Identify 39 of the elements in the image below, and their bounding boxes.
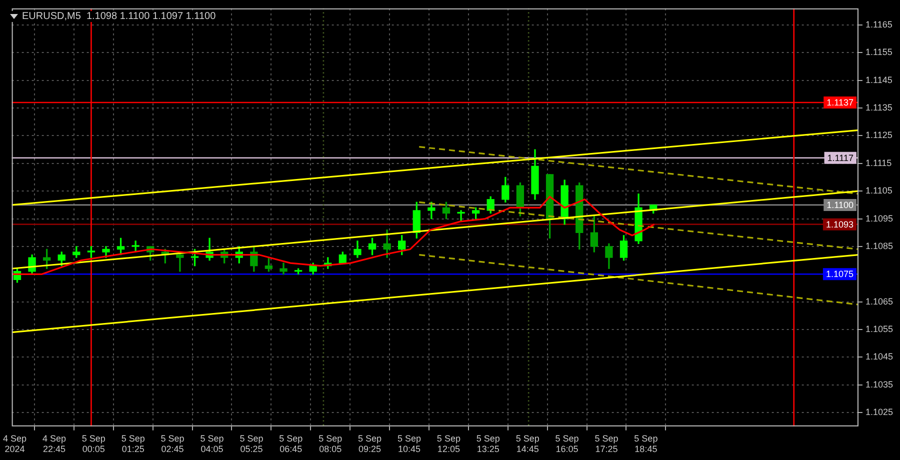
x-tick-label: 4 Sep 2024	[3, 433, 27, 454]
x-tick-label: 5 Sep 01:25	[121, 433, 145, 454]
x-tick-label: 5 Sep 14:45	[516, 433, 540, 454]
x-tick-label: 5 Sep 10:45	[397, 433, 422, 454]
x-tick-label: 5 Sep 12:05	[436, 433, 460, 454]
ref-line-label: 1.1137	[826, 98, 854, 108]
y-tick-label: 1.1055	[865, 324, 894, 334]
x-tick-label: 5 Sep 06:45	[279, 433, 303, 454]
candlestick	[457, 210, 465, 222]
y-tick-label: 1.1095	[865, 213, 894, 224]
chart-title: EURUSD,M5 1.1098 1.1100 1.1097 1.1100	[22, 11, 216, 22]
y-tick-label: 1.1135	[865, 102, 892, 113]
y-tick-label: 1.1045	[865, 352, 894, 362]
y-tick-label: 1.1115	[865, 158, 892, 168]
y-tick-label: 1.1165	[865, 19, 892, 30]
y-tick-label: 1.1025	[865, 407, 894, 418]
y-tick-label: 1.1145	[865, 74, 892, 85]
x-tick-label: 5 Sep 04:05	[200, 433, 224, 454]
y-tick-label: 1.1125	[865, 130, 892, 140]
y-tick-label: 1.1035	[865, 379, 894, 390]
y-tick-label: 1.1085	[865, 240, 894, 251]
x-tick-label: 4 Sep 22:45	[42, 433, 66, 454]
ref-line-label: 1.1100	[826, 200, 854, 210]
x-tick-label: 5 Sep 13:25	[476, 433, 500, 454]
ref-line-label: 1.1093	[826, 219, 854, 230]
ref-line-label: 1.1117	[827, 152, 854, 163]
y-tick-label: 1.1065	[865, 296, 894, 306]
x-tick-label: 5 Sep 09:25	[358, 433, 382, 454]
y-tick-label: 1.1155	[865, 47, 892, 58]
candlestick	[280, 262, 288, 274]
x-tick-label: 5 Sep 16:05	[555, 433, 579, 454]
x-tick-label: 5 Sep 00:05	[82, 433, 106, 454]
ref-line-label: 1.1075	[826, 269, 854, 280]
y-tick-label: 1.1105	[865, 186, 892, 196]
x-tick-label: 5 Sep 02:45	[160, 433, 184, 454]
x-tick-label: 5 Sep 08:05	[318, 433, 342, 454]
x-tick-label: 5 Sep 17:25	[594, 433, 618, 454]
x-tick-label: 5 Sep 05:25	[240, 433, 264, 454]
x-tick-label: 5 Sep 18:45	[634, 433, 658, 454]
